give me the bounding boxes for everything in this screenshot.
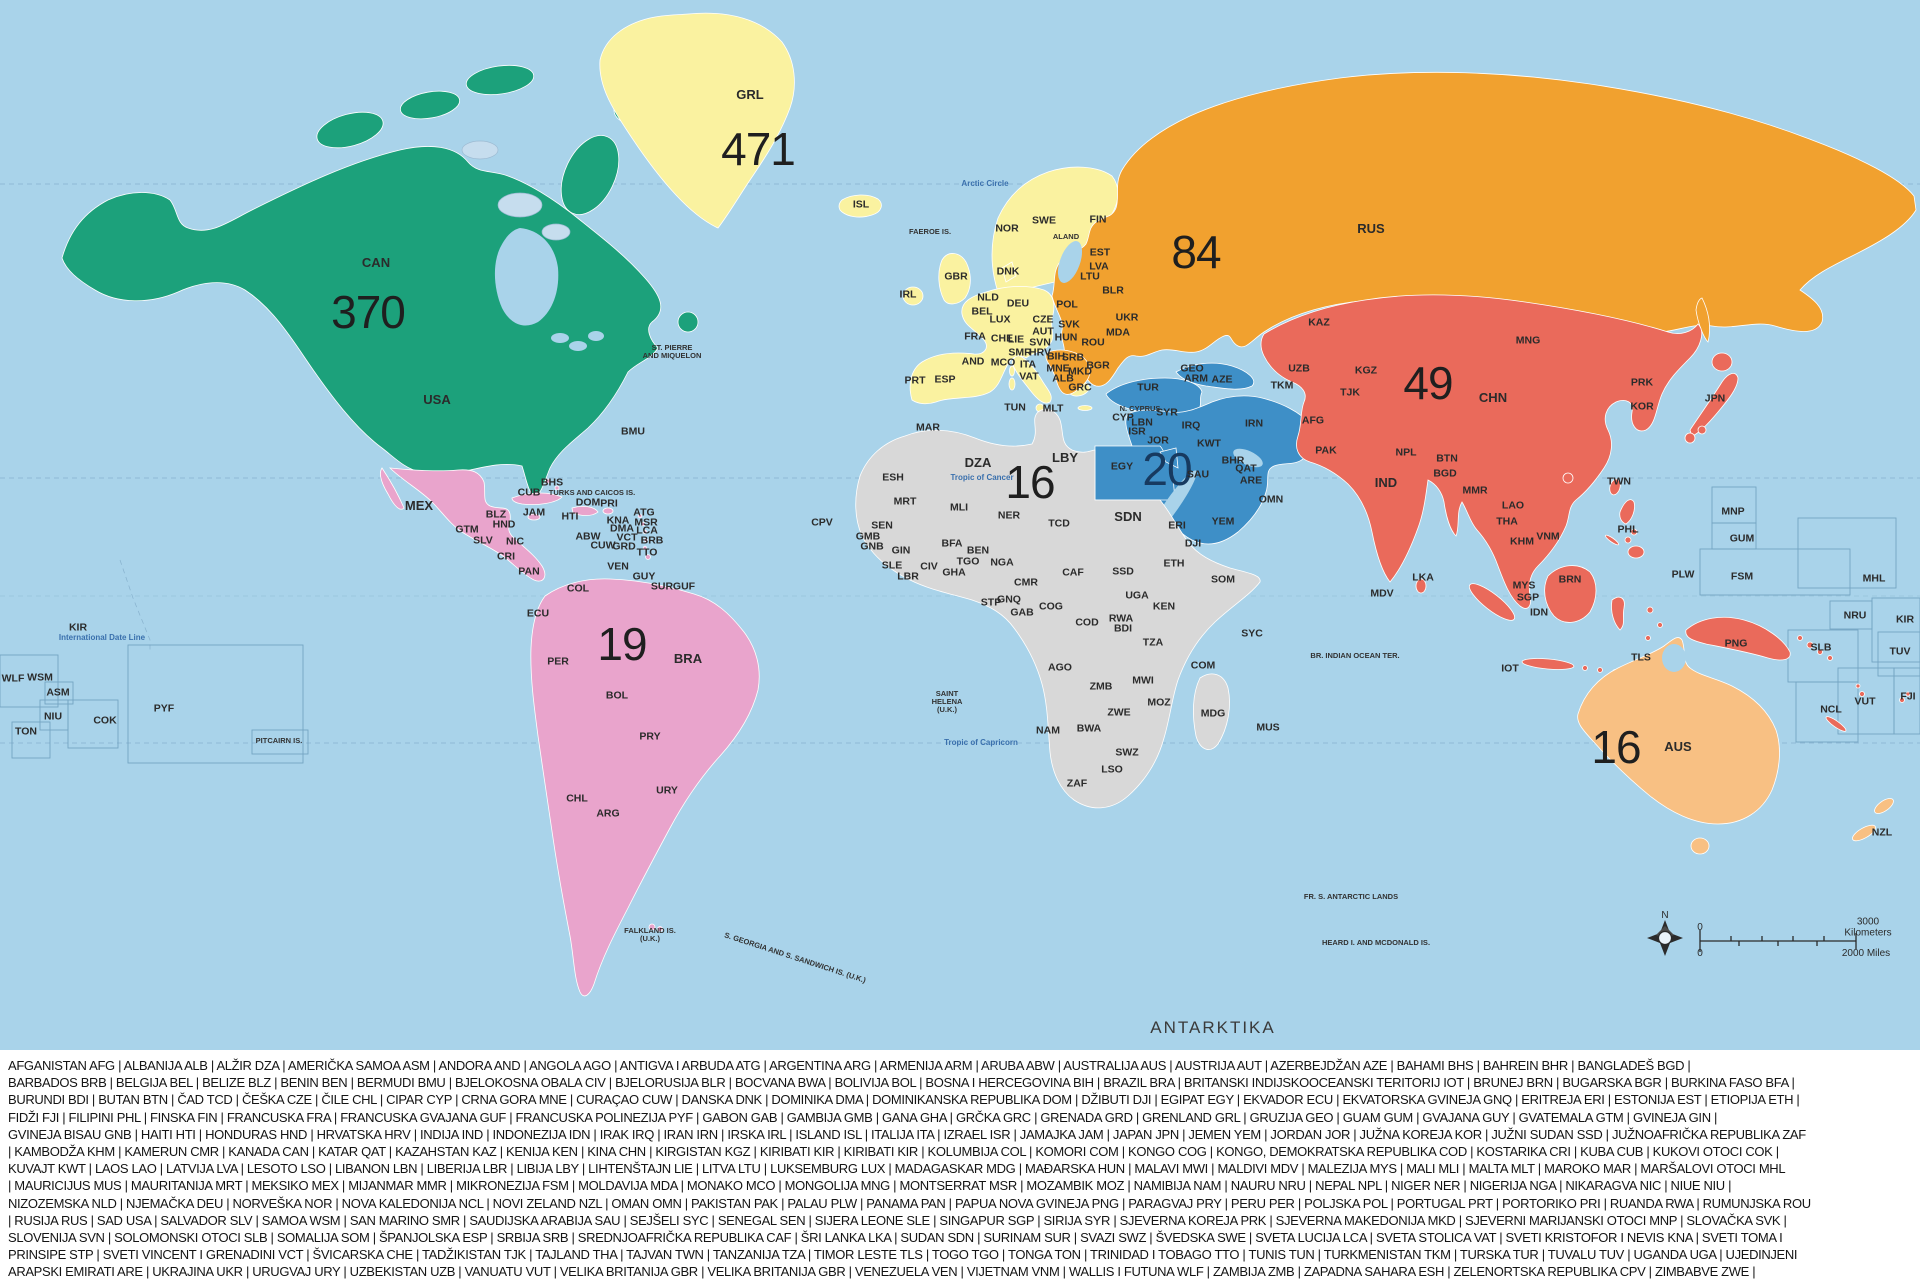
legend-line: KUVAJT KWT | LAOS LAO | LATVIJA LVA | LE… [8, 1161, 1786, 1177]
legend-line: BURUNDI BDI | BUTAN BTN | ČAD TCD | ČEŠK… [8, 1092, 1800, 1108]
compass-rose [1647, 920, 1683, 956]
legend-line: | KAMBODŽA KHM | KAMERUN CMR | KANADA CA… [8, 1144, 1779, 1160]
arctic-islands [461, 140, 571, 241]
region-latin-america [380, 467, 760, 997]
legend-line: SLOVENIJA SVN | SOLOMONSKI OTOCI SLB | S… [8, 1230, 1783, 1246]
scale-bar [1699, 930, 1857, 952]
region-russia-east-europe [1045, 71, 1917, 395]
region-africa [855, 408, 1261, 809]
region-asia [1260, 294, 1911, 732]
persian-gulf [1233, 448, 1263, 468]
gulf-of-carpentaria [1662, 644, 1686, 672]
hudson-bay-lakes [494, 228, 604, 351]
legend-line: PRINSIPE STP | SVETI VINCENT I GRENADINI… [8, 1247, 1798, 1263]
map-canvas: 370 471 84 49 20 16 19 16 CAN USA GRL ISL BMU NOR SWE F… [0, 0, 1920, 1052]
world-map-svg [0, 0, 1920, 1052]
legend-line: BARBADOS BRB | BELGIJA BEL | BELIZE BLZ … [8, 1075, 1795, 1091]
legend-line: NIZOZEMSKA NLD | NJEMAČKA DEU | NORVEŠKA… [8, 1195, 1811, 1211]
legend-line: | MAURICIJUS MUS | MAURITANIJA MRT | MEK… [8, 1178, 1732, 1194]
country-code-legend: AFGANISTAN AFG | ALBANIJA ALB | ALŽIR DZ… [0, 1050, 1920, 1286]
region-oceania [1577, 637, 1894, 855]
black-caspian-baltic-seas [1057, 241, 1274, 424]
legend-line: | RUSIJA RUS | SAD USA | SALVADOR SLV | … [8, 1212, 1787, 1228]
legend-line: AFGANISTAN AFG | ALBANIJA ALB | ALŽIR DZ… [8, 1058, 1691, 1073]
legend-line: ARAPSKI EMIRATI ARE | UKRAJINA UKR | URU… [8, 1264, 1756, 1280]
legend-line: GVINEJA BISAU GNB | HAITI HTI | HONDURAS… [8, 1126, 1806, 1142]
legend-line: FIDŽI FJI | FILIPINI PHL | FINSKA FIN | … [8, 1109, 1718, 1125]
antarctica-label: ANTARKTIKA [1150, 1018, 1276, 1037]
